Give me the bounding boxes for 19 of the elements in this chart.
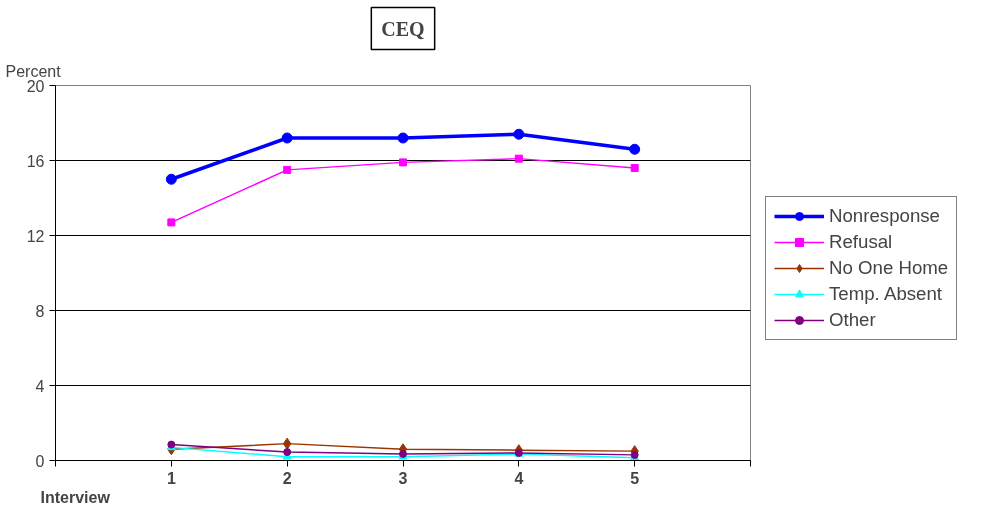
y-axis-title: Percent <box>5 62 62 80</box>
y-tick-label: 12 <box>26 227 45 245</box>
x-axis-title: Interview <box>40 488 111 506</box>
y-tick-label: 20 <box>26 77 45 95</box>
legend-label: Temp. Absent <box>829 283 943 305</box>
x-tick-label: 3 <box>398 469 408 487</box>
x-tick-label: 4 <box>514 469 524 487</box>
y-tick-label: 8 <box>35 302 45 320</box>
x-tick-label: 5 <box>630 469 640 487</box>
y-tick-label: 16 <box>26 152 45 170</box>
legend-label: Refusal <box>829 231 893 253</box>
x-tick-label: 1 <box>166 469 176 487</box>
legend-label: No One Home <box>829 257 949 279</box>
chart-title: CEQ <box>381 17 425 40</box>
y-tick-label: 0 <box>35 452 45 470</box>
y-tick-label: 4 <box>35 377 45 395</box>
legend-label: Other <box>829 309 876 331</box>
legend-label: Nonresponse <box>829 205 940 227</box>
x-tick-label: 2 <box>282 469 292 487</box>
